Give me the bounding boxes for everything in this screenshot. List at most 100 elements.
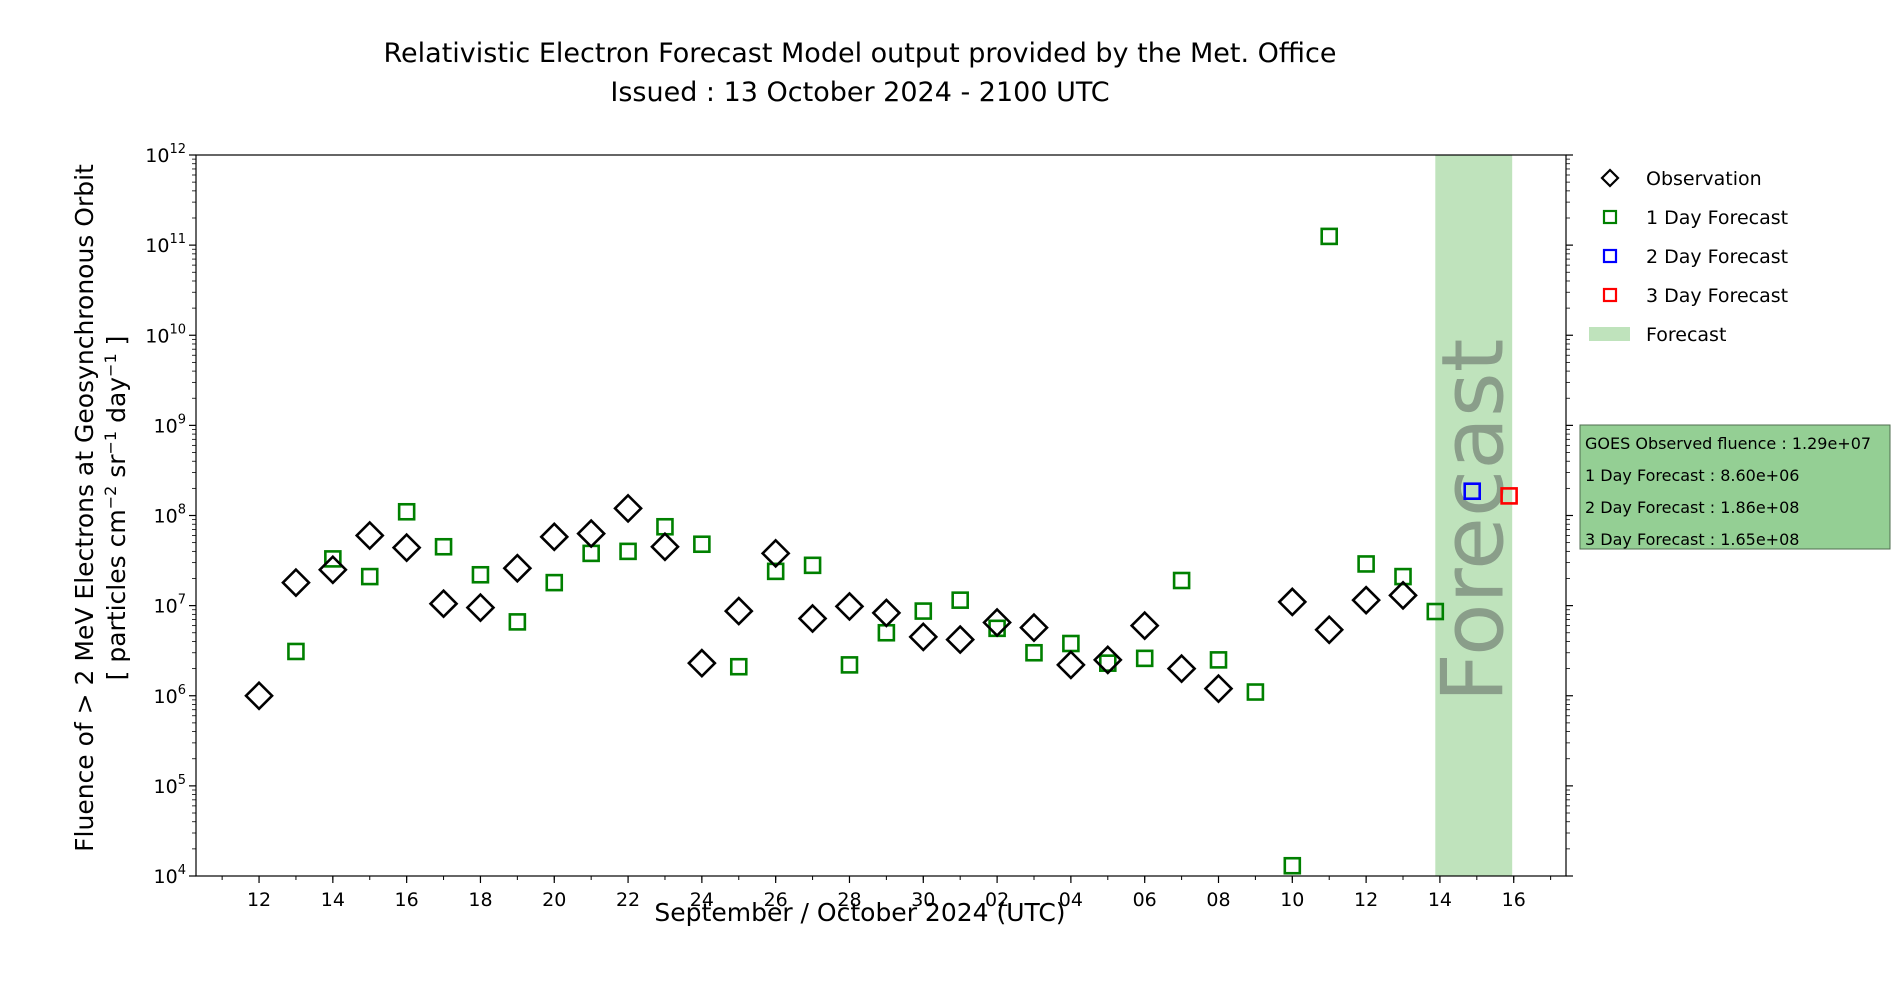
legend-label: 2 Day Forecast xyxy=(1646,246,1788,268)
observation-point xyxy=(1388,580,1418,611)
x-tick-label: 30 xyxy=(911,889,935,911)
observation-point xyxy=(281,567,311,598)
forecast-point xyxy=(914,602,933,620)
forecast-point xyxy=(729,657,748,676)
x-tick-label: 14 xyxy=(321,889,345,911)
observation-point xyxy=(1166,653,1197,684)
forecast-point xyxy=(1025,643,1043,662)
x-axis-title: September / October 2024 (UTC) xyxy=(654,898,1065,927)
forecast-point xyxy=(324,550,342,568)
observation-point xyxy=(1129,610,1160,641)
forecast-point xyxy=(287,642,305,661)
observation-point xyxy=(354,520,385,551)
x-tick-label: 02 xyxy=(985,889,1009,911)
forecast-point xyxy=(1283,856,1302,875)
plot-frame xyxy=(195,154,1567,877)
forecast-point xyxy=(766,562,785,581)
forecast-point xyxy=(693,535,711,554)
observation-point xyxy=(502,553,533,584)
forecast-point xyxy=(1320,227,1339,246)
observation-point xyxy=(723,596,754,626)
observation-point xyxy=(1203,673,1234,704)
legend-marker xyxy=(1600,168,1620,188)
info-box-line: 3 Day Forecast : 1.65e+08 xyxy=(1585,530,1799,549)
forecast-point xyxy=(1062,634,1080,653)
forecast-point xyxy=(619,542,637,561)
y-axis-title: Fluence of > 2 MeV Electrons at Geosynch… xyxy=(70,164,99,852)
x-tick-label: 12 xyxy=(1354,889,1378,911)
observation-point xyxy=(613,493,643,524)
x-tick-label: 26 xyxy=(764,889,788,911)
observation-point xyxy=(982,607,1012,638)
legend-label: Observation xyxy=(1646,168,1762,190)
forecast-band xyxy=(1435,155,1513,876)
forecast-point xyxy=(471,565,490,584)
observation-point xyxy=(1056,650,1086,680)
y-axis-title-line-1: Fluence of > 2 MeV Electrons at Geosynch… xyxy=(70,164,99,852)
y-tick-label: 1010 xyxy=(145,322,186,347)
legend-marker xyxy=(1602,248,1618,264)
info-box-panel xyxy=(1579,424,1891,550)
observation-point xyxy=(1351,585,1381,615)
x-tick-label: 24 xyxy=(690,889,714,911)
forecast-point xyxy=(803,556,822,575)
forecast-point xyxy=(1246,683,1265,701)
observation-point xyxy=(1277,587,1308,617)
observation-point xyxy=(391,532,422,563)
observation-point xyxy=(1314,614,1345,645)
x-tick-label: 06 xyxy=(1133,889,1157,911)
y-tick-label: 104 xyxy=(154,863,186,888)
series-observation xyxy=(244,493,1418,711)
observation-point xyxy=(428,588,459,619)
observation-point xyxy=(539,521,570,552)
observation-point xyxy=(318,554,348,585)
legend-patch xyxy=(1589,327,1630,341)
y-tick-label: 1011 xyxy=(145,232,186,257)
y-axis-title-line-2: [ particles cm−2 sr−1 day−1 ] xyxy=(101,336,131,681)
forecast-band-label: Forecast xyxy=(1424,339,1524,703)
observation-point xyxy=(834,591,865,622)
forecast-point xyxy=(397,502,416,521)
legend-marker xyxy=(1602,209,1618,225)
forecast-point xyxy=(508,613,527,631)
forecast-point xyxy=(1426,602,1445,621)
x-tick-label: 08 xyxy=(1206,889,1230,911)
chart-title: Relativistic Electron Forecast Model out… xyxy=(384,38,1337,108)
forecast-point xyxy=(1500,487,1518,505)
chart-title-line-1: Relativistic Electron Forecast Model out… xyxy=(384,38,1337,69)
forecast-point xyxy=(1135,649,1154,668)
series-1-day-forecast xyxy=(287,227,1445,875)
x-tick-label: 12 xyxy=(247,889,271,911)
forecast-point xyxy=(434,537,453,556)
forecast-point xyxy=(951,591,969,609)
observation-point xyxy=(465,592,496,623)
forecast-point xyxy=(1172,571,1191,590)
observation-point xyxy=(908,622,939,652)
legend-label: Forecast xyxy=(1646,324,1726,346)
y-tick-label: 105 xyxy=(154,773,186,798)
series-2-day-forecast xyxy=(1463,482,1482,501)
observation-point xyxy=(687,648,717,678)
forecast-point xyxy=(1098,654,1117,672)
forecast-point xyxy=(840,656,859,674)
observation-point xyxy=(945,624,976,655)
y-axis-unit-label: [ particles cm−2 sr−1 day−1 ] xyxy=(101,336,131,681)
forecast-point xyxy=(360,567,379,586)
forecast-point xyxy=(1357,555,1375,573)
y-tick-label: 109 xyxy=(154,412,186,437)
forecast-point xyxy=(1209,651,1228,669)
fluence-info-box: GOES Observed fluence : 1.29e+07 1 Day Fo… xyxy=(1579,424,1891,550)
observation-point xyxy=(760,538,791,569)
series-3-day-forecast xyxy=(1500,487,1518,505)
y-tick-label: 1012 xyxy=(145,142,186,167)
legend: Observation 1 Day Forecast 2 Day Forecast 3… xyxy=(1589,168,1788,346)
x-tick-label: 10 xyxy=(1280,889,1304,911)
x-tick-label: 22 xyxy=(616,889,640,911)
observation-point xyxy=(797,603,828,634)
forecast-point xyxy=(545,573,564,592)
legend-label: 1 Day Forecast xyxy=(1646,207,1788,229)
forecast-point xyxy=(988,619,1006,638)
y-tick-label: 108 xyxy=(154,503,186,528)
legend-label: 3 Day Forecast xyxy=(1646,285,1788,307)
